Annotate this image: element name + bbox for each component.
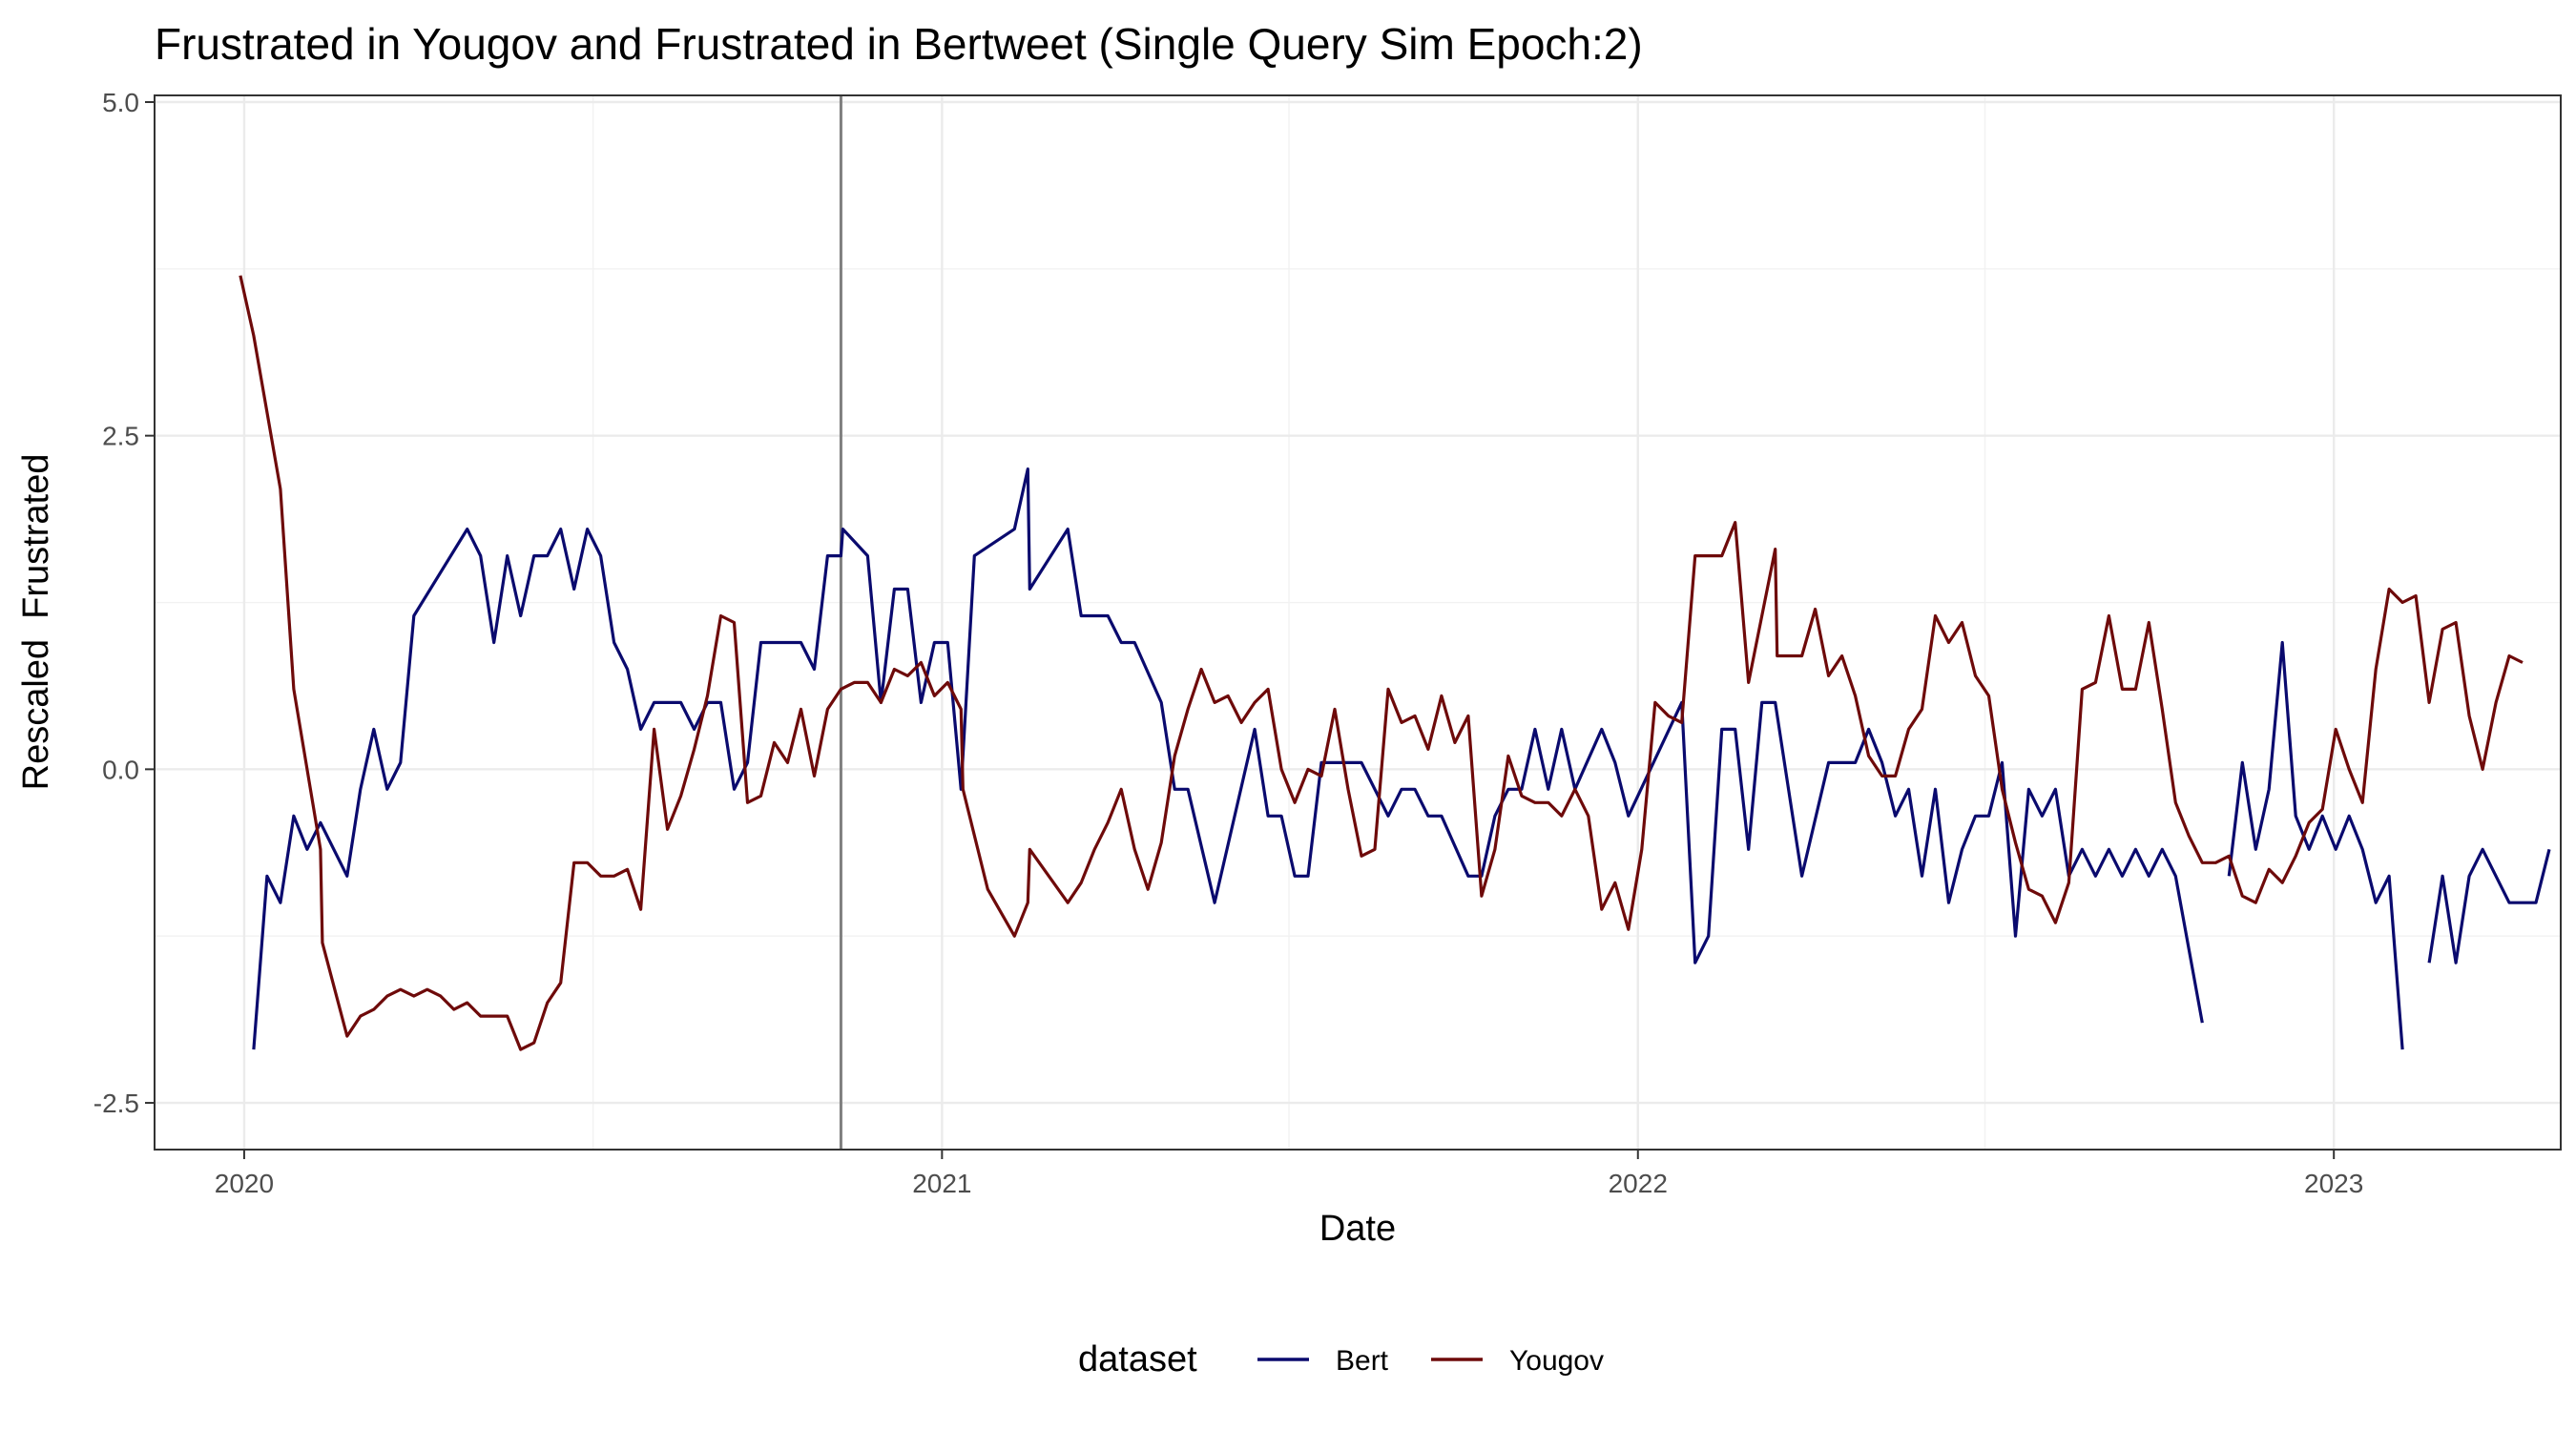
major-gridlines [155, 95, 2561, 1150]
series-lines [239, 275, 2551, 1051]
y-tick-label: 2.5 [102, 422, 139, 451]
y-axis-title: Rescaled Frustrated [16, 454, 56, 791]
panel-border [154, 94, 2562, 1151]
y-tick-label: -2.5 [93, 1089, 139, 1118]
y-tick-label: 0.0 [102, 755, 139, 784]
x-tick-label: 2022 [1609, 1169, 1668, 1198]
series-line-bert [2227, 640, 2404, 1050]
panel-background [155, 95, 2561, 1150]
y-axis-ticks: -2.5 0.0 2.5 5.0 [93, 88, 155, 1118]
x-tick-label: 2020 [215, 1169, 274, 1198]
y-tick-label: 5.0 [102, 88, 139, 117]
series-line-bert [252, 467, 2204, 1050]
minor-gridlines [155, 95, 2561, 1150]
legend-title: dataset [1078, 1339, 1197, 1379]
x-axis-title: Date [1319, 1209, 1396, 1249]
x-tick-label: 2021 [912, 1169, 971, 1198]
legend-label-yougov: Yougov [1509, 1345, 1604, 1377]
legend-label-bert: Bert [1336, 1345, 1389, 1377]
series-line-yougov [239, 275, 2524, 1051]
series-line-bert [2427, 847, 2551, 964]
x-tick-label: 2023 [2304, 1169, 2363, 1198]
x-axis-ticks: 2020 2021 2022 2023 [215, 1150, 2363, 1198]
legend: dataset Bert Yougov [1078, 1339, 1604, 1379]
chart-title: Frustrated in Yougov and Frustrated in B… [155, 19, 1643, 69]
